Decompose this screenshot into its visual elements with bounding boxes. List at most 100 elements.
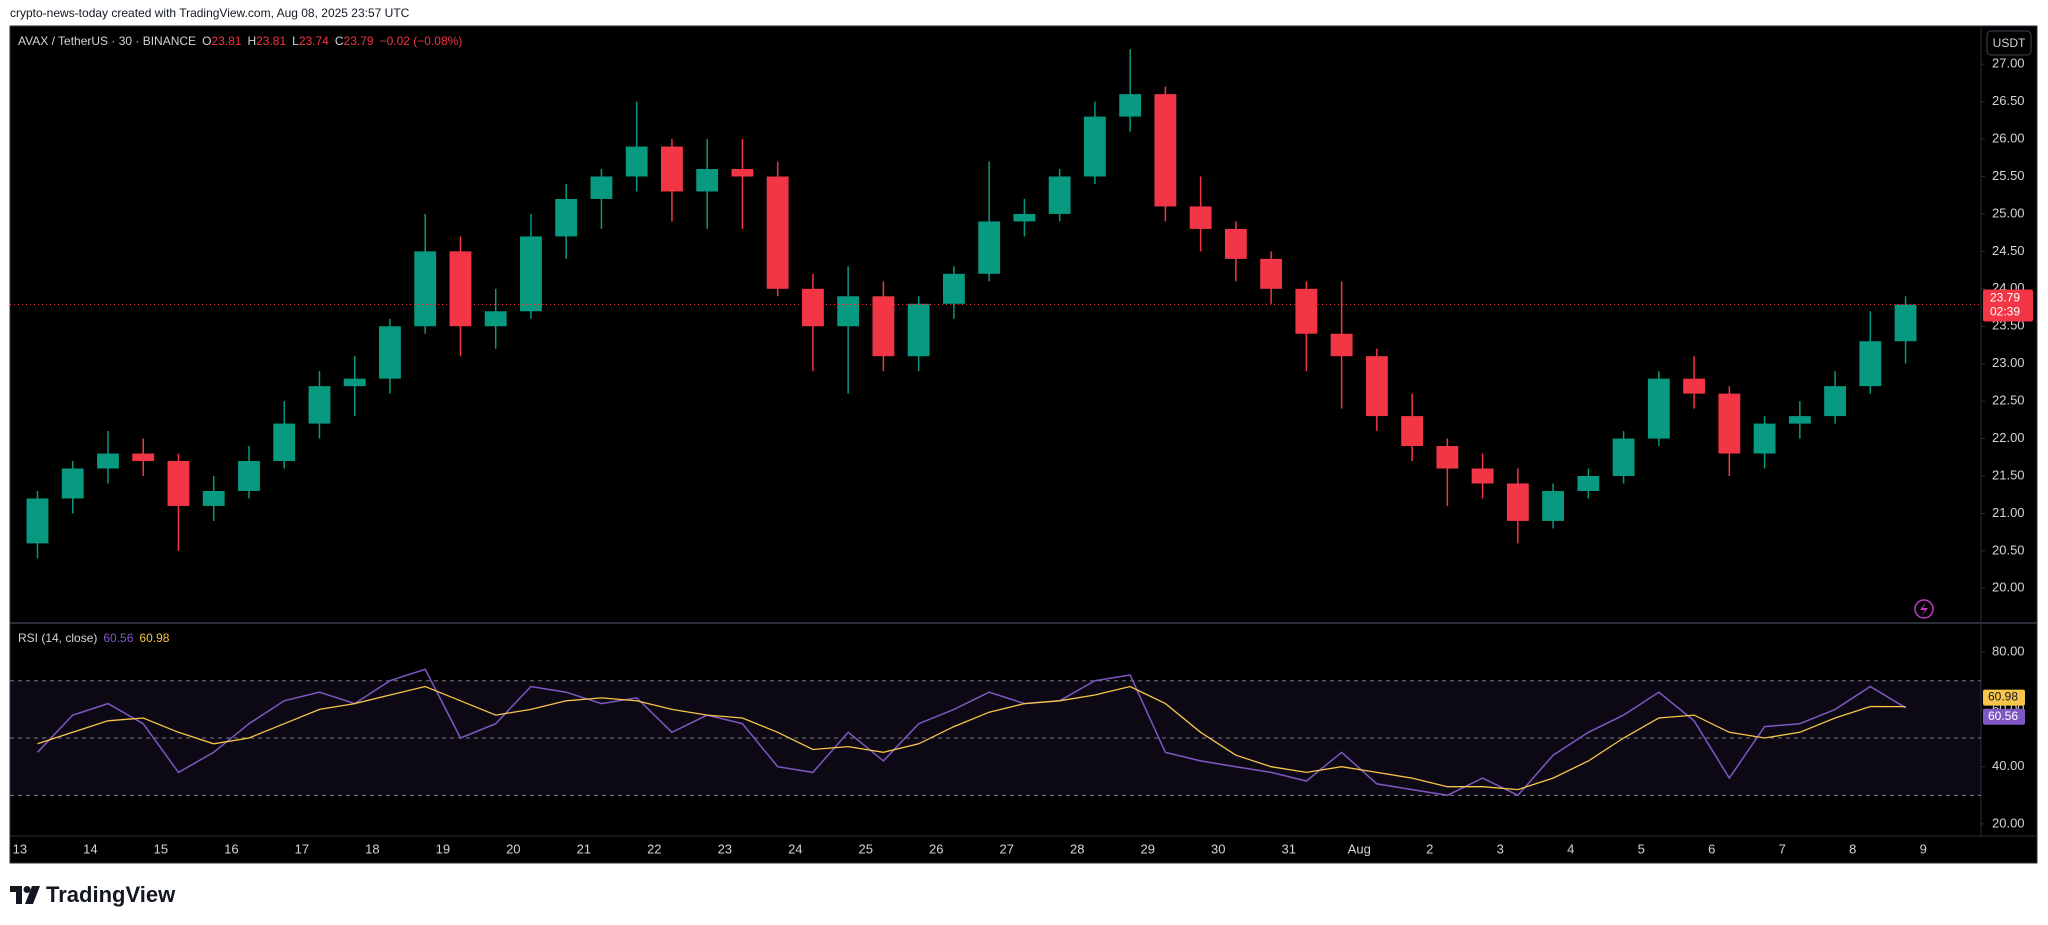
rsi-line (37, 685, 1906, 791)
currency-button[interactable] (1986, 30, 2032, 56)
candle-body (978, 221, 1001, 274)
y-tick-label: 21.50 (1992, 467, 2025, 482)
candle-body (1506, 483, 1529, 521)
x-tick-label: 6 (1708, 841, 1715, 856)
ohlc-value: 23.79 (343, 34, 374, 48)
x-tick-label: 5 (1638, 841, 1645, 856)
rsi-badge (1983, 689, 2025, 706)
x-tick-label: 26 (929, 841, 943, 856)
y-tick-label: 25.00 (1992, 205, 2025, 220)
candle-body (1824, 386, 1847, 417)
candle-body (273, 423, 296, 462)
price-legend: AVAX / TetherUS · 30 · BINANCE O23.81 H23… (18, 34, 462, 48)
candle-body (1859, 341, 1882, 387)
ohlc-item: O23.81 (202, 34, 241, 48)
candle-body (1224, 228, 1247, 259)
x-tick-label: 14 (83, 841, 97, 856)
y-tick-label: 26.50 (1992, 93, 2025, 108)
candle-body (132, 453, 155, 462)
rsi-title[interactable]: RSI (14, close) (18, 631, 98, 645)
candle-body (343, 378, 366, 387)
candle-body (520, 236, 542, 312)
brand-logo (10, 886, 40, 904)
y-tick-label: 22.00 (1992, 430, 2025, 445)
alert-icon[interactable] (1914, 599, 1934, 619)
credit: crypto-news-today created with TradingVi… (10, 6, 410, 20)
x-tick-label: 28 (1070, 841, 1084, 856)
candle-body (26, 498, 49, 544)
y-tick-label: 23.00 (1992, 355, 2025, 370)
candle-body (1894, 304, 1917, 342)
candle-body (1647, 378, 1670, 439)
candle-body (61, 468, 84, 499)
y-tick-label: 20.00 (1992, 815, 2025, 830)
alert-icon-bolt (1920, 602, 1928, 616)
candle-body (837, 296, 860, 327)
candle-body (167, 461, 190, 506)
candle-body (1577, 475, 1600, 491)
candle-body (238, 461, 260, 491)
ohlc-label: O (202, 34, 212, 48)
candle-body (308, 386, 331, 424)
ohlc-value: 23.81 (256, 34, 287, 48)
candle-body (766, 176, 789, 289)
x-tick-label: 19 (436, 841, 450, 856)
candle-body (484, 311, 507, 327)
x-tick-label: 23 (718, 841, 732, 856)
x-tick-label: 3 (1497, 841, 1504, 856)
y-tick-label: 20.00 (1992, 580, 2025, 595)
chart-background (9, 25, 2038, 864)
rsi-value: 60.56 (103, 631, 134, 645)
candle-body (1471, 468, 1494, 484)
x-tick-label: 31 (1282, 841, 1296, 856)
rsi-badge (1983, 708, 2025, 725)
x-tick-label: 24 (788, 841, 802, 856)
x-tick-label: 8 (1849, 841, 1856, 856)
x-tick-label: 29 (1141, 841, 1155, 856)
rsi-badge-label: 60.98 (1988, 690, 2018, 704)
rsi-line (36, 668, 1906, 797)
x-tick-label: 30 (1211, 841, 1225, 856)
x-tick-label: 16 (224, 841, 238, 856)
ohlc-value: 23.74 (298, 34, 329, 48)
ohlc-value: 23.81 (211, 34, 242, 48)
y-tick-label: 20.50 (1992, 542, 2025, 557)
x-tick-label: 2 (1426, 841, 1433, 856)
x-tick-label: Aug (1348, 841, 1371, 856)
candle-body (414, 251, 437, 327)
y-tick-label: 27.00 (1992, 56, 2025, 71)
candle-body (1260, 258, 1283, 289)
x-tick-label: 22 (647, 841, 661, 856)
x-tick-label: 9 (1920, 841, 1927, 856)
ohlc-item: C23.79 (335, 34, 374, 48)
x-tick-label: 7 (1779, 841, 1786, 856)
y-tick-label: 80.00 (1992, 644, 2025, 659)
candle-body (1612, 438, 1635, 476)
symbol[interactable]: AVAX / TetherUS · 30 · BINANCE (18, 34, 197, 48)
candle-body (1542, 490, 1565, 521)
y-tick-label: 22.50 (1992, 393, 2025, 408)
x-tick-label: 27 (1000, 841, 1014, 856)
brand: TradingView (10, 882, 175, 908)
x-tick-label: 4 (1567, 841, 1574, 856)
candle-body (449, 251, 472, 327)
candle-body (1083, 116, 1106, 177)
change: −0.02 (−0.08%) (379, 34, 463, 48)
rsi-ma-value: 60.98 (139, 631, 170, 645)
candle-body (942, 273, 965, 304)
candle-body (907, 303, 930, 357)
candle-body (1154, 94, 1177, 207)
candle-body (1189, 206, 1212, 229)
candle-body (731, 169, 754, 177)
y-tick-label: 40.00 (1992, 758, 2025, 773)
ohlc-item: H23.81 (247, 34, 286, 48)
candle-body (1401, 416, 1424, 447)
x-tick-label: 25 (859, 841, 873, 856)
candle-body (872, 296, 895, 357)
ohlc-item: L23.74 (292, 34, 329, 48)
candle-body (1365, 356, 1388, 417)
candle-body (1788, 416, 1811, 424)
x-tick-label: 20 (506, 841, 520, 856)
